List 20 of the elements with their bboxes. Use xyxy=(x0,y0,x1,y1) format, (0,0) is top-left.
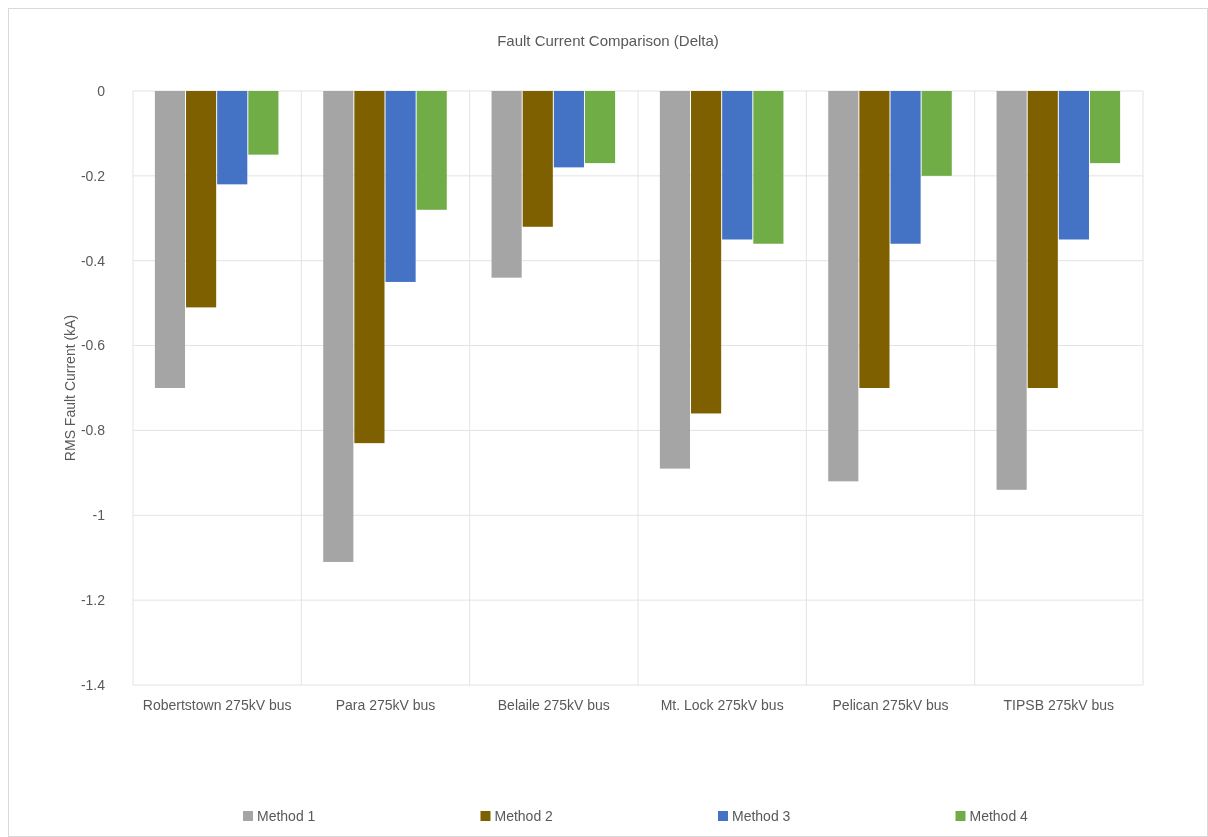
x-tick-label: Belaile 275kV bus xyxy=(497,697,610,713)
legend-label: Method 3 xyxy=(732,808,791,824)
legend-label: Method 1 xyxy=(257,808,316,824)
y-tick-label: 0 xyxy=(97,82,106,99)
x-tick-label: TIPSB 275kV bus xyxy=(1003,697,1115,713)
x-tick-label: Mt. Lock 275kV bus xyxy=(660,697,784,713)
legend-label: Method 2 xyxy=(494,808,554,824)
chart-title: Fault Current Comparison (Delta) xyxy=(497,32,719,49)
y-tick-label: -0.8 xyxy=(80,422,106,439)
y-tick-label: -0.4 xyxy=(80,252,106,269)
y-tick-label: -1.4 xyxy=(80,676,106,693)
y-tick-label: -1.2 xyxy=(80,592,106,609)
y-axis-title: RMS Fault Current (kA) xyxy=(62,314,78,462)
x-tick-label: Para 275kV bus xyxy=(335,697,436,713)
y-tick-label: -0.2 xyxy=(80,167,106,184)
x-tick-label: Pelican 275kV bus xyxy=(832,697,949,713)
y-tick-label: -0.6 xyxy=(80,337,106,354)
legend-label: Method 4 xyxy=(969,808,1029,824)
y-tick-label: -1 xyxy=(92,507,106,524)
x-tick-label: Robertstown 275kV bus xyxy=(142,697,292,713)
